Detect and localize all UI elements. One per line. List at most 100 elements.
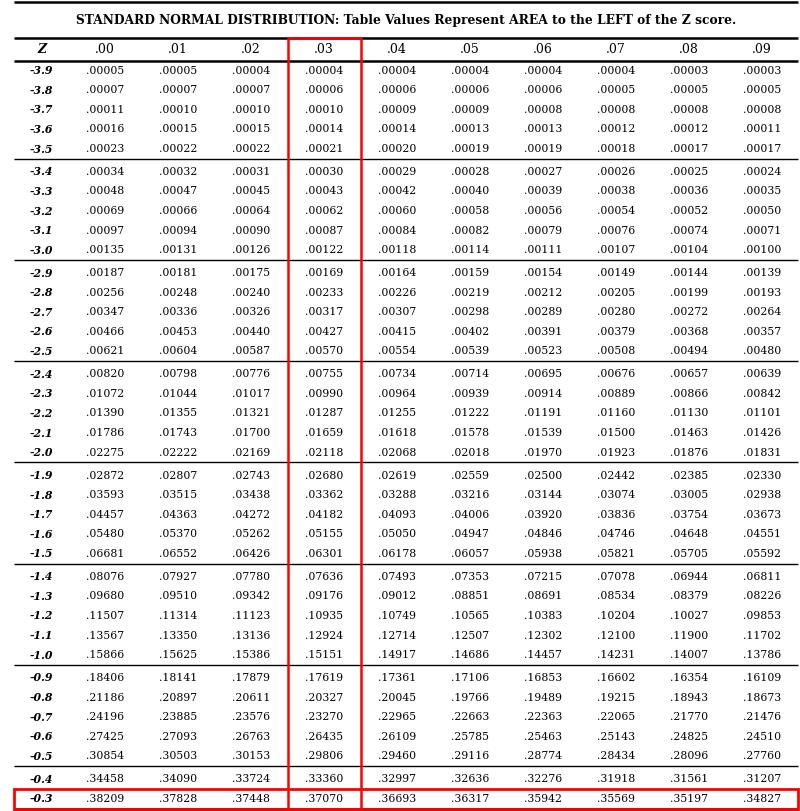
Text: .01072: .01072 <box>86 389 125 399</box>
Text: .00023: .00023 <box>86 144 125 154</box>
Text: .00066: .00066 <box>159 206 198 216</box>
Text: .00326: .00326 <box>232 307 270 317</box>
Text: .00939: .00939 <box>451 389 489 399</box>
Text: .03216: .03216 <box>451 490 490 500</box>
Text: .04648: .04648 <box>670 530 708 539</box>
Text: .00019: .00019 <box>451 144 490 154</box>
Text: .05592: .05592 <box>743 549 781 559</box>
Text: .00079: .00079 <box>524 225 562 236</box>
Text: .18673: .18673 <box>742 693 781 702</box>
Text: .01222: .01222 <box>451 409 490 418</box>
Text: .03288: .03288 <box>378 490 416 500</box>
Text: .00264: .00264 <box>742 307 781 317</box>
Text: .00005: .00005 <box>670 85 708 95</box>
Text: .06301: .06301 <box>305 549 343 559</box>
Text: -3.9: -3.9 <box>30 65 54 76</box>
Text: -0.6: -0.6 <box>30 732 54 742</box>
Text: .28434: .28434 <box>597 751 635 762</box>
Text: .07780: .07780 <box>232 572 270 581</box>
Text: .00014: .00014 <box>378 124 416 135</box>
Text: .00008: .00008 <box>742 105 781 115</box>
Text: .31918: .31918 <box>597 775 635 784</box>
Text: .00508: .00508 <box>597 346 635 357</box>
Text: .17619: .17619 <box>305 673 343 683</box>
Text: .05705: .05705 <box>670 549 708 559</box>
Text: .00035: .00035 <box>742 187 781 196</box>
Text: -2.5: -2.5 <box>30 346 54 357</box>
Text: .04947: .04947 <box>451 530 489 539</box>
Text: .00004: .00004 <box>378 66 416 75</box>
Text: .03920: .03920 <box>524 509 562 520</box>
Text: .00069: .00069 <box>86 206 125 216</box>
Text: .00714: .00714 <box>451 369 489 380</box>
Text: .00240: .00240 <box>232 288 270 298</box>
Text: .00118: .00118 <box>378 245 416 255</box>
Text: .00964: .00964 <box>378 389 416 399</box>
Text: .00019: .00019 <box>524 144 562 154</box>
Text: .00169: .00169 <box>305 268 343 278</box>
Text: .00008: .00008 <box>524 105 562 115</box>
Text: .00164: .00164 <box>378 268 416 278</box>
Text: .17106: .17106 <box>451 673 490 683</box>
Text: .16853: .16853 <box>524 673 562 683</box>
Text: .10027: .10027 <box>670 611 708 621</box>
Text: .20327: .20327 <box>305 693 343 702</box>
Text: .00021: .00021 <box>305 144 343 154</box>
Text: .00104: .00104 <box>670 245 708 255</box>
Text: .05: .05 <box>460 43 480 56</box>
Text: -1.9: -1.9 <box>30 470 54 481</box>
Text: .00289: .00289 <box>524 307 562 317</box>
Text: .00440: .00440 <box>232 327 270 337</box>
Text: -1.6: -1.6 <box>30 529 54 540</box>
Text: -0.4: -0.4 <box>30 774 54 785</box>
Text: .00064: .00064 <box>232 206 270 216</box>
Text: .01191: .01191 <box>524 409 562 418</box>
Text: .00058: .00058 <box>451 206 490 216</box>
Text: .00272: .00272 <box>670 307 708 317</box>
Text: -1.1: -1.1 <box>30 630 54 641</box>
Text: .03836: .03836 <box>597 509 635 520</box>
Text: .00040: .00040 <box>451 187 490 196</box>
Text: .00866: .00866 <box>670 389 708 399</box>
Text: .25143: .25143 <box>597 732 635 742</box>
Text: .01578: .01578 <box>451 428 489 438</box>
Text: .00126: .00126 <box>232 245 270 255</box>
Text: .01500: .01500 <box>597 428 635 438</box>
Text: .18406: .18406 <box>86 673 125 683</box>
Text: .00004: .00004 <box>451 66 490 75</box>
Text: .00402: .00402 <box>451 327 490 337</box>
Text: .00054: .00054 <box>597 206 635 216</box>
Text: .00006: .00006 <box>378 85 416 95</box>
Text: .00028: .00028 <box>451 167 490 177</box>
Text: .03438: .03438 <box>232 490 270 500</box>
Text: -3.0: -3.0 <box>30 245 54 255</box>
Text: .00039: .00039 <box>524 187 562 196</box>
Text: .04006: .04006 <box>451 509 490 520</box>
Text: .02500: .02500 <box>524 470 562 480</box>
Text: .27093: .27093 <box>159 732 198 742</box>
Text: .03074: .03074 <box>597 490 635 500</box>
Text: .01390: .01390 <box>86 409 125 418</box>
Text: .00094: .00094 <box>159 225 198 236</box>
Text: .04: .04 <box>387 43 407 56</box>
Bar <box>288 38 361 809</box>
Text: .00009: .00009 <box>378 105 416 115</box>
Text: .02559: .02559 <box>451 470 489 480</box>
Text: .00621: .00621 <box>86 346 125 357</box>
Text: .00005: .00005 <box>742 85 781 95</box>
Text: .34827: .34827 <box>743 794 781 804</box>
Text: .00012: .00012 <box>670 124 708 135</box>
Text: .12924: .12924 <box>305 630 343 641</box>
Text: .09: .09 <box>752 43 772 56</box>
Text: .00280: .00280 <box>597 307 635 317</box>
Text: .00415: .00415 <box>378 327 416 337</box>
Text: .00734: .00734 <box>378 369 416 380</box>
Text: .16602: .16602 <box>597 673 635 683</box>
Text: -0.9: -0.9 <box>30 672 54 684</box>
Text: -1.7: -1.7 <box>30 509 54 520</box>
Text: .00013: .00013 <box>451 124 490 135</box>
Text: .00570: .00570 <box>305 346 343 357</box>
Text: .20045: .20045 <box>378 693 416 702</box>
Text: .00307: .00307 <box>378 307 416 317</box>
Text: .00022: .00022 <box>159 144 198 154</box>
